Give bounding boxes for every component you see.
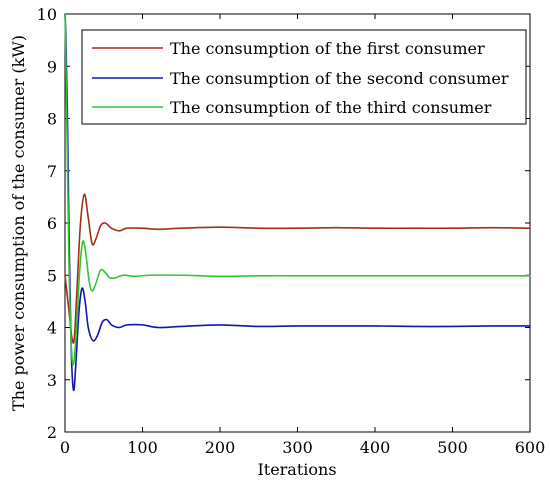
series-line-third — [64, 13, 531, 366]
y-tick-label: 8 — [47, 110, 57, 129]
legend-label-third: The consumption of the third consumer — [170, 98, 492, 117]
y-tick-label: 7 — [47, 162, 57, 181]
y-tick-label: 10 — [37, 5, 57, 24]
series-line-first — [64, 193, 531, 344]
legend: The consumption of the first consumer Th… — [81, 29, 527, 125]
x-tick-label: 600 — [515, 438, 546, 457]
y-tick-label: 5 — [47, 266, 57, 285]
y-tick-label: 4 — [47, 319, 57, 338]
x-tick-label: 100 — [127, 438, 158, 457]
y-tick-label: 6 — [47, 214, 57, 233]
y-tick-label: 9 — [47, 57, 57, 76]
legend-label-first: The consumption of the first consumer — [170, 39, 485, 58]
x-axis-label: Iterations — [257, 460, 336, 479]
x-axis: 0 100 200 300 400 500 600 — [60, 14, 545, 457]
series-lines — [64, 13, 531, 392]
x-tick-label: 300 — [282, 438, 313, 457]
y-tick-label: 2 — [47, 423, 57, 442]
x-tick-label: 400 — [360, 438, 391, 457]
x-tick-label: 200 — [205, 438, 236, 457]
legend-box — [81, 29, 527, 125]
x-tick-label: 0 — [60, 438, 70, 457]
legend-label-second: The consumption of the second consumer — [170, 69, 509, 88]
x-tick-label: 500 — [437, 438, 468, 457]
y-axis-label: The power consumption of the consumer (k… — [9, 35, 28, 411]
y-tick-label: 3 — [47, 371, 57, 390]
